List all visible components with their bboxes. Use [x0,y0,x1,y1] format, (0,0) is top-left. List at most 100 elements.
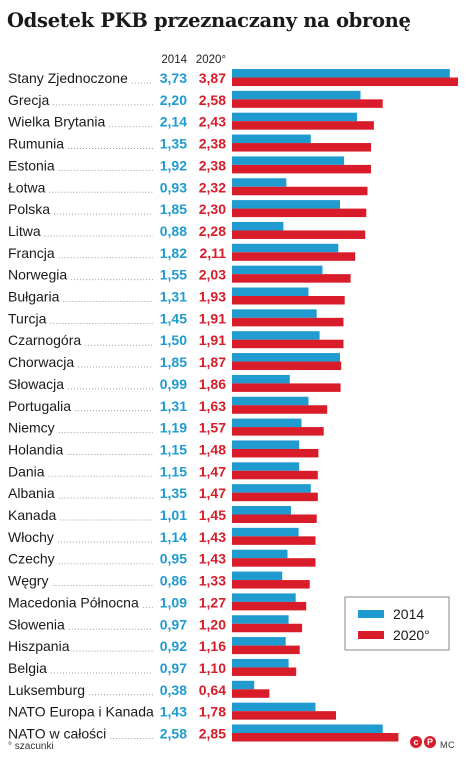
value-label-2014: 1,82 [160,245,187,261]
publisher-logo: c P [410,736,436,748]
logo-p-icon: P [424,736,436,748]
value-label-2020: 2,28 [199,223,226,239]
legend-label-2014: 2014 [393,606,424,622]
value-label-2020: 1,86 [199,376,226,392]
bar-2014 [232,221,284,231]
bar-2014 [232,527,299,537]
bar-2020 [232,448,319,458]
bar-2014 [232,593,296,602]
bar-2014 [232,112,357,122]
bar-2014 [232,287,309,296]
value-label-2014: 2,14 [160,114,187,130]
value-label-2020: 3,87 [199,70,226,86]
category-label: Słowenia [8,616,65,632]
bar-2020 [232,296,345,305]
chart-row: Wielka Brytania 2,14 2,43 [8,112,374,130]
bar-2014 [232,680,255,690]
value-label-2014: 0,97 [160,616,187,632]
value-label-2020: 1,47 [199,463,226,479]
bar-2020 [232,623,303,633]
bar-2020 [232,580,310,589]
value-label-2020: 1,43 [199,551,226,567]
value-label-2014: 0,93 [160,179,187,195]
category-label: Włochy [8,529,54,545]
value-label-2020: 2,43 [199,114,226,130]
category-label: Wielka Brytania [8,114,105,130]
category-label: Norwegia [8,267,67,283]
chart-row: Belgia 0,97 1,10 [8,658,297,676]
bar-2014 [232,200,340,209]
category-label: Holandia [8,441,63,457]
chart-row: NATO w całości 2,58 2,85 [8,724,399,742]
chart-row: Niemcy 1,19 1,57 [8,418,324,436]
bar-2020 [232,274,351,283]
value-label-2014: 1,85 [160,354,187,370]
value-label-2020: 2,58 [199,92,226,108]
value-label-2020: 1,48 [199,441,226,457]
value-label-2014: 0,86 [160,573,187,589]
value-label-2014: 0,92 [160,638,187,654]
value-label-2014: 1,31 [160,289,187,305]
bar-2014 [232,69,450,78]
bar-2020 [232,711,336,720]
value-label-2020: 1,57 [199,420,226,436]
column-headers: 2014 2020° [161,54,226,66]
chart-row: Czarnogóra 1,50 1,91 [8,331,344,349]
bar-2014 [232,724,383,733]
legend-swatch-2020 [358,631,384,639]
value-label-2020: 1,45 [199,507,226,523]
value-label-2020: 1,33 [199,573,226,589]
category-label: Kanada [8,507,56,523]
value-label-2014: 2,58 [160,726,187,742]
bar-2020 [232,514,317,523]
bar-2020 [232,186,368,196]
bar-2014 [232,265,323,275]
category-label: Estonia [8,157,55,173]
bar-2014 [232,637,286,646]
bar-2020 [232,689,270,698]
bar-2020 [232,121,374,130]
category-label: Węgry [8,573,48,589]
chart-title: Odsetek PKB przeznaczany na obronę [7,9,411,32]
category-label: Albania [8,485,55,501]
bar-2014 [232,353,340,362]
bar-2014 [232,156,345,165]
bar-2020 [232,252,356,261]
value-label-2014: 1,15 [160,463,187,479]
author-initials: MC [440,740,455,750]
chart-row: Węgry 0,86 1,33 [8,571,310,589]
value-label-2014: 0,95 [160,551,187,567]
value-label-2014: 1,85 [160,201,187,217]
value-label-2020: 2,38 [199,136,226,152]
bar-2014 [232,134,311,144]
bar-2014 [232,506,291,515]
chart-row: Kanada 1,01 1,45 [8,506,317,523]
chart-row: Dania 1,15 1,47 [8,462,318,480]
category-label: Stany Zjednoczone [8,70,128,86]
value-label-2014: 0,97 [160,660,187,676]
value-label-2014: 1,45 [160,310,187,326]
value-label-2014: 1,35 [160,136,187,152]
chart-row: Bułgaria 1,31 1,93 [8,287,345,305]
chart-row: Albania 1,35 1,47 [8,484,318,502]
category-label: Francja [8,245,55,261]
value-label-2014: 1,15 [160,441,187,457]
category-label: Hiszpania [8,638,70,654]
bar-2020 [232,339,344,349]
bar-2020 [232,208,367,218]
value-label-2014: 1,09 [160,594,187,610]
value-label-2020: 1,10 [199,660,226,676]
value-label-2014: 1,31 [160,398,187,414]
value-label-2014: 0,88 [160,223,187,239]
chart-row: Luksemburg 0,38 0,64 [8,680,270,698]
bar-2014 [232,418,302,428]
bar-2020 [232,230,366,239]
category-label: Portugalia [8,398,71,414]
category-label: Litwa [8,223,41,239]
value-label-2020: 2,32 [199,179,226,195]
chart-row: Rumunia 1,35 2,38 [8,134,371,152]
bar-2020 [232,77,458,86]
value-label-2020: 2,38 [199,157,226,173]
bar-2014 [232,374,290,384]
chart-row: NATO Europa i Kanada 1,43 1,78 [8,702,336,720]
